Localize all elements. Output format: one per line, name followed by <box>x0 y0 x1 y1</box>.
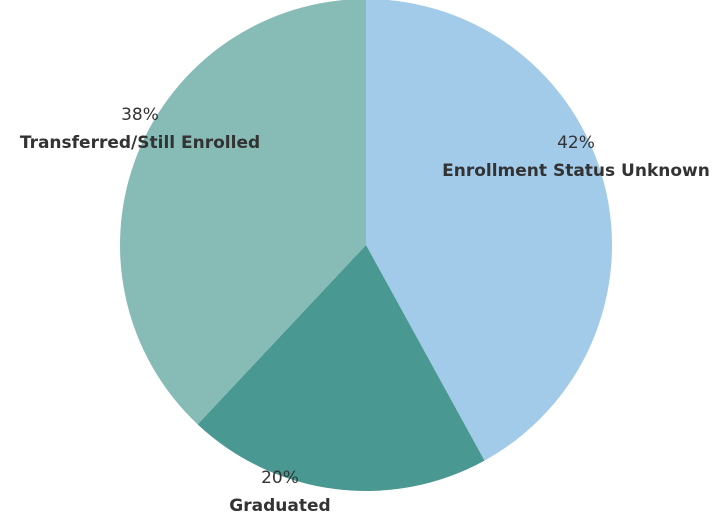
category-label: Transferred/Still Enrolled <box>20 133 260 153</box>
category-label: Graduated <box>229 496 330 516</box>
value-label: 20% <box>261 468 299 488</box>
pie-slice <box>120 0 366 425</box>
value-label: 42% <box>557 133 595 153</box>
pie-slice <box>197 245 485 491</box>
value-label: 38% <box>121 105 159 125</box>
category-label: Enrollment Status Unknown <box>442 161 710 181</box>
pie-slice <box>366 0 612 461</box>
